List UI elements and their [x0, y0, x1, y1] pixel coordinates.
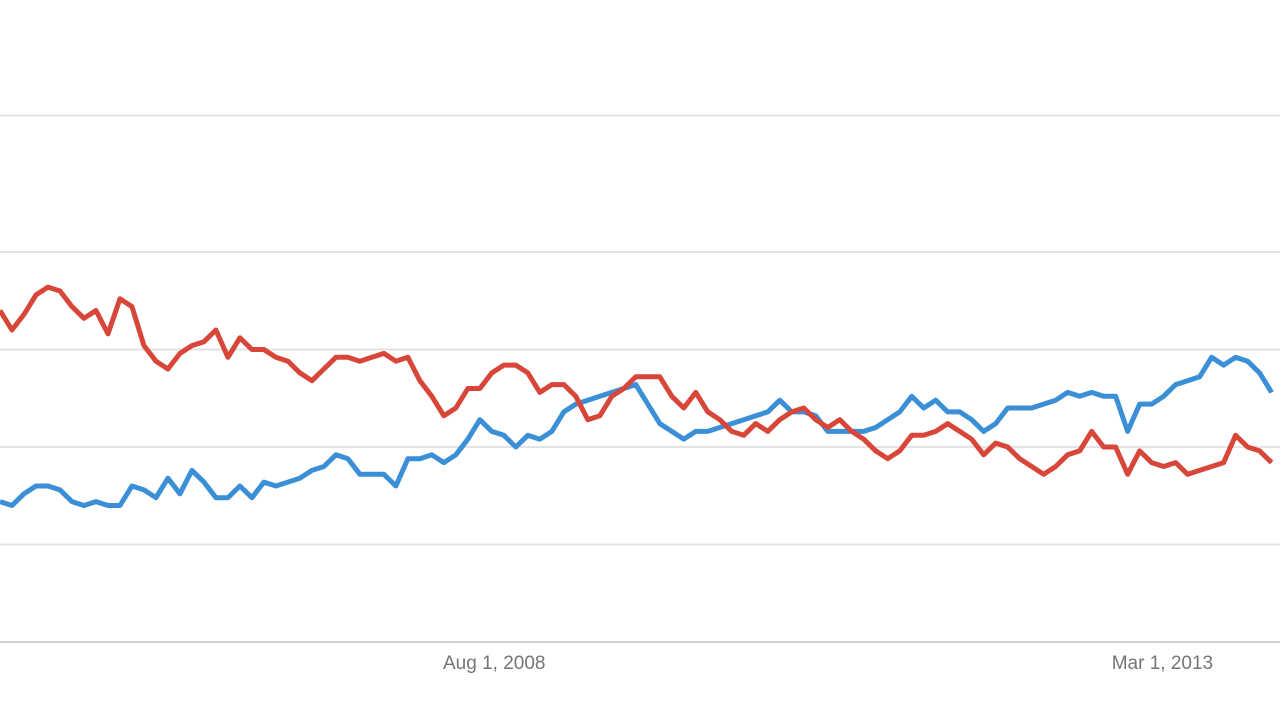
series-line — [0, 284, 1274, 477]
series-line — [0, 354, 1274, 508]
x-tick-label: Mar 1, 2013 — [1112, 653, 1213, 674]
x-tick-label: Aug 1, 2008 — [443, 653, 545, 674]
